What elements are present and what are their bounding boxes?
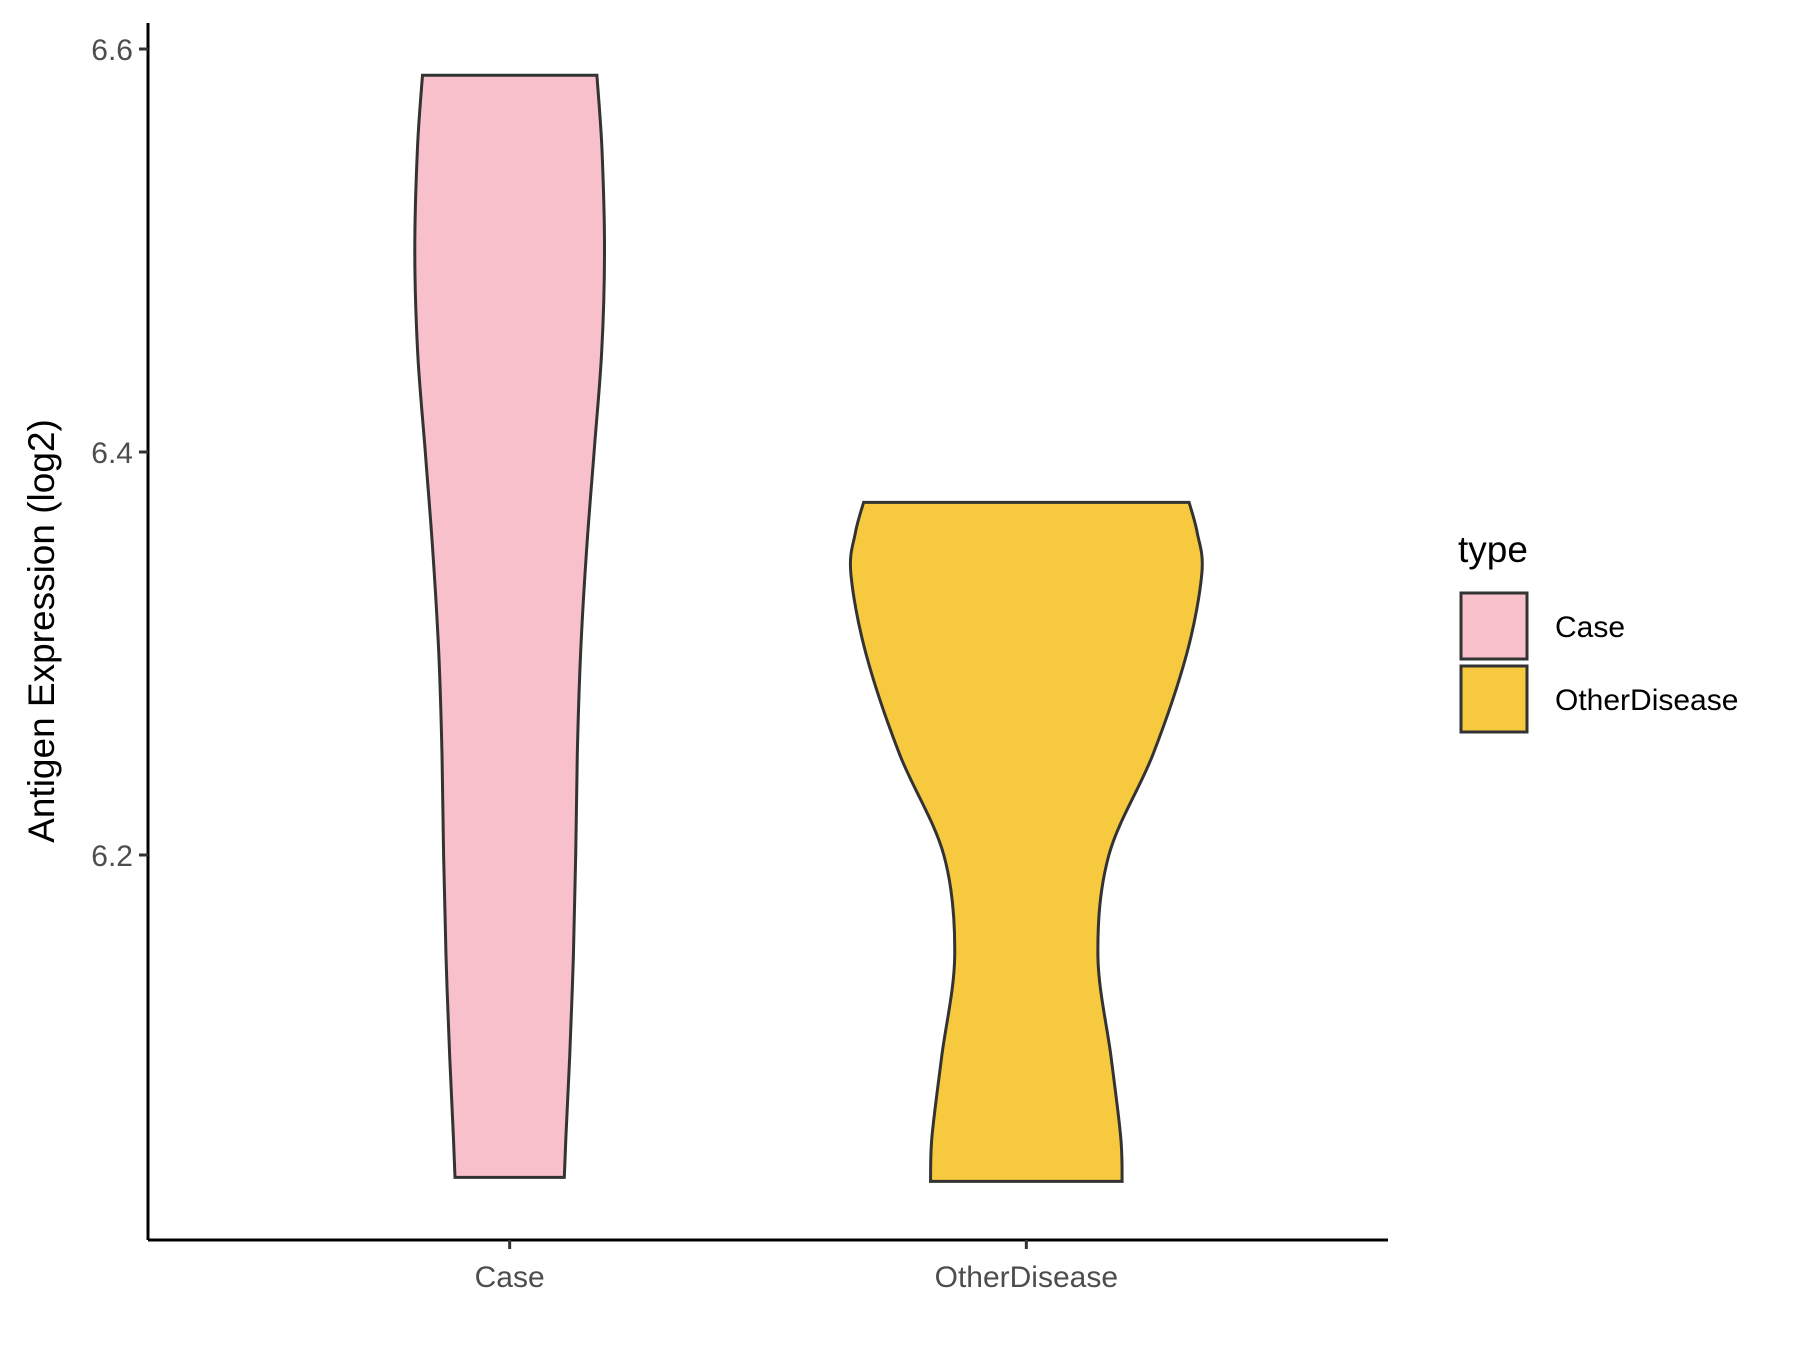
legend: type Case OtherDisease — [1458, 529, 1738, 734]
x-ticks: Case OtherDisease — [475, 1240, 1118, 1294]
legend-label: OtherDisease — [1555, 684, 1738, 717]
y-tick-label: 6.2 — [91, 840, 133, 873]
violin-case — [413, 73, 607, 1179]
x-tick-label: OtherDisease — [935, 1261, 1118, 1294]
legend-key-case — [1459, 591, 1529, 661]
violin-otherdisease — [848, 500, 1204, 1183]
legend-key-otherdisease — [1459, 664, 1529, 734]
y-axis-title: Antigen Expression (log2) — [21, 419, 62, 843]
y-tick-label: 6.4 — [91, 437, 133, 470]
y-tick-label: 6.6 — [91, 34, 133, 67]
legend-title: type — [1458, 529, 1528, 570]
x-tick-label: Case — [475, 1261, 545, 1294]
legend-label: Case — [1555, 611, 1625, 644]
violins-layer — [413, 73, 1204, 1183]
y-ticks: 6.2 6.4 6.6 — [91, 34, 148, 873]
